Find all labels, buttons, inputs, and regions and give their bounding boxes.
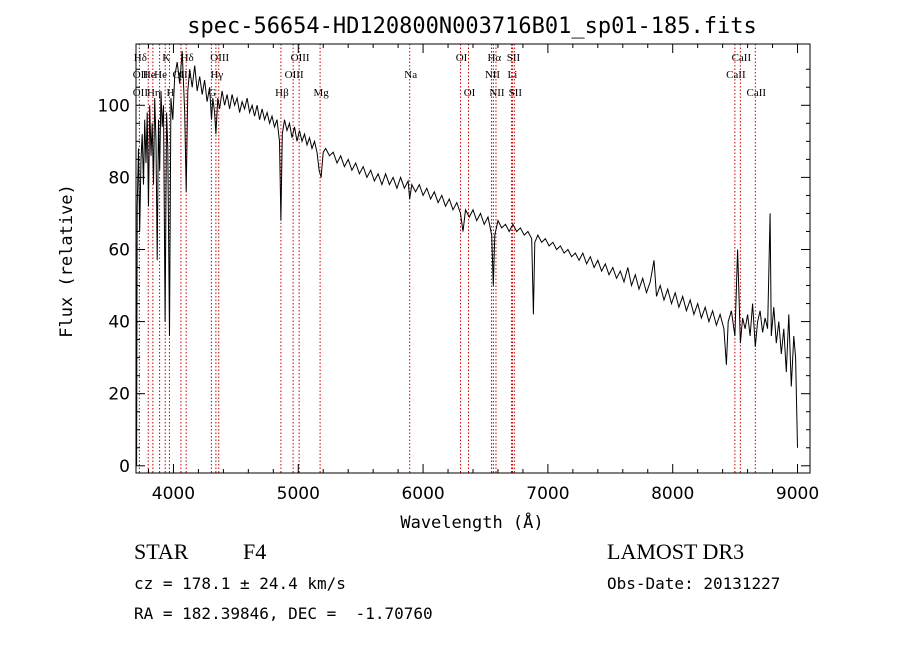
flux-series-line: [135, 51, 798, 466]
marker-label: H: [166, 87, 174, 99]
y-tick-label: 100: [98, 96, 130, 116]
marker-label: NII: [489, 87, 505, 99]
y-tick-label: 0: [119, 457, 130, 477]
chart-title: spec-56654-HD120800N003716B01_sp01-185.f…: [187, 14, 757, 39]
marker-label: CaII: [732, 52, 752, 64]
plot-frame: [135, 43, 811, 474]
x-tick-label: 7000: [526, 484, 569, 504]
marker-label: K: [162, 52, 170, 64]
marker-label: Mg: [313, 87, 329, 99]
marker-label: SII: [507, 52, 521, 64]
marker-label: OII: [133, 87, 149, 99]
y-axis-ticks: 0 20 40 60 80 100: [98, 68, 810, 477]
y-tick-label: 20: [108, 385, 130, 405]
marker-label: OIII: [285, 69, 304, 81]
marker-label: OII: [133, 69, 149, 81]
emission-line-labels: HδOIIOIIHeHηKHeHHδOIIIGOIIIHγHβOIIIOIIIM…: [133, 52, 767, 99]
y-tick-label: 60: [108, 240, 130, 260]
marker-label: G: [208, 87, 216, 99]
object-type: STAR: [134, 539, 189, 564]
marker-label: Hδ: [181, 52, 194, 64]
marker-label: OIII: [291, 52, 310, 64]
marker-label: Hη: [147, 87, 161, 99]
y-tick-label: 40: [108, 313, 130, 333]
marker-label: Li: [508, 69, 518, 81]
observation-date: Obs-Date: 20131227: [607, 574, 781, 593]
marker-label: Hα: [487, 52, 501, 64]
marker-label: Na: [404, 69, 417, 81]
redshift-velocity: cz = 178.1 ± 24.4 km/s: [134, 574, 346, 593]
marker-label: OI: [456, 52, 468, 64]
x-tick-label: 8000: [651, 484, 694, 504]
marker-label: CaII: [726, 69, 746, 81]
marker-label: OIII: [210, 52, 229, 64]
emission-line-markers: [138, 44, 756, 473]
marker-label: He: [154, 69, 167, 81]
y-axis-label: Flux (relative): [57, 184, 77, 338]
marker-label: OIII: [172, 69, 191, 81]
marker-label: OI: [464, 87, 476, 99]
x-tick-label: 9000: [776, 484, 819, 504]
x-axis-label: Wavelength (Å): [400, 511, 543, 533]
marker-label: Hδ: [134, 52, 147, 64]
marker-label: SII: [509, 87, 523, 99]
marker-label: He: [143, 69, 156, 81]
x-tick-label: 4000: [152, 484, 195, 504]
survey-name: LAMOST DR3: [607, 539, 745, 564]
coordinates: RA = 182.39846, DEC = -1.70760: [134, 604, 433, 623]
marker-label: Hβ: [275, 87, 289, 99]
marker-label: NII: [485, 69, 501, 81]
marker-label: CaII: [747, 87, 767, 99]
spectral-subclass: F4: [243, 539, 267, 564]
x-tick-label: 6000: [401, 484, 444, 504]
x-axis-ticks: 4000 5000 6000 7000 8000 9000: [147, 44, 819, 504]
x-tick-label: 5000: [277, 484, 320, 504]
marker-label: Hγ: [210, 69, 223, 81]
y-tick-label: 80: [108, 168, 130, 188]
